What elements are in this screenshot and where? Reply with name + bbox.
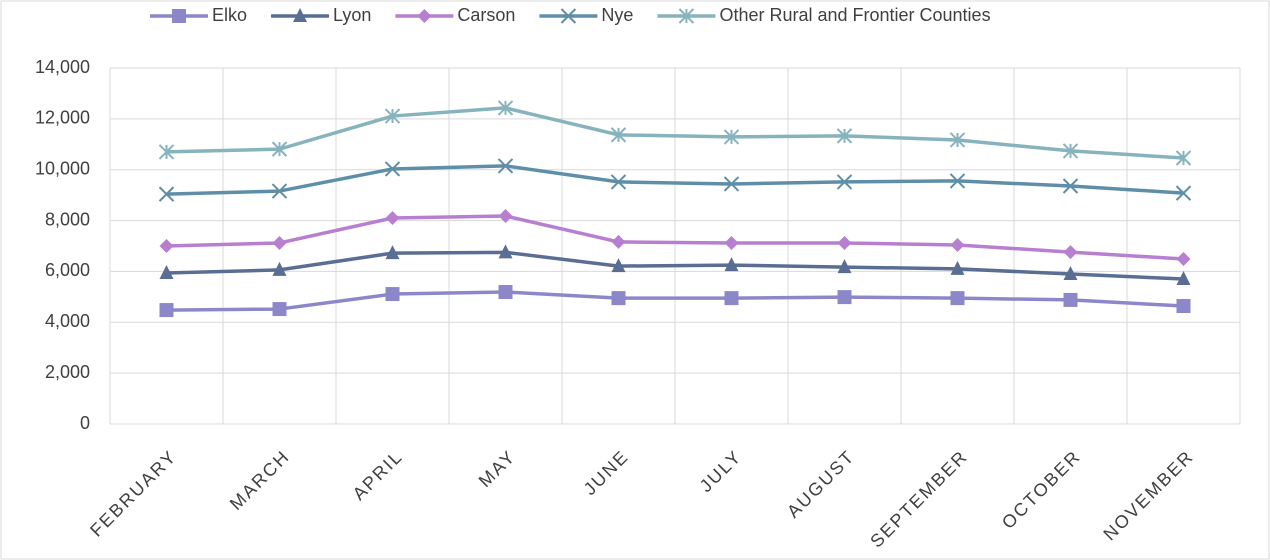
marker (611, 234, 626, 249)
marker (385, 211, 400, 226)
marker (1175, 150, 1192, 166)
marker (172, 9, 186, 23)
marker (272, 235, 287, 250)
marker (1063, 245, 1078, 260)
marker (272, 261, 287, 276)
marker (1175, 185, 1192, 201)
y-tick-label: 2,000 (45, 362, 90, 382)
marker (271, 141, 288, 157)
marker (560, 8, 577, 24)
marker (950, 237, 965, 252)
legend-label: Lyon (333, 5, 371, 25)
y-tick-label: 8,000 (45, 209, 90, 229)
marker (272, 302, 287, 317)
marker (950, 260, 965, 275)
marker (1063, 265, 1078, 280)
marker (384, 108, 401, 124)
y-tick-label: 0 (80, 413, 90, 433)
marker (950, 291, 965, 306)
marker (837, 235, 852, 250)
y-tick-label: 14,000 (35, 57, 90, 77)
marker (836, 174, 853, 190)
legend-label: Nye (601, 5, 633, 25)
y-tick-label: 10,000 (35, 158, 90, 178)
series-line (166, 290, 1184, 312)
marker (1063, 292, 1078, 307)
marker (724, 235, 739, 250)
marker (385, 287, 400, 302)
marker (1176, 271, 1191, 286)
marker (611, 291, 626, 306)
marker (723, 129, 740, 145)
marker (1176, 251, 1191, 266)
y-tick-label: 4,000 (45, 311, 90, 331)
legend-label: Other Rural and Frontier Counties (719, 5, 990, 25)
marker (610, 127, 627, 143)
marker (723, 176, 740, 192)
marker (293, 8, 308, 22)
series-line (166, 164, 1184, 196)
marker (498, 285, 513, 300)
marker (678, 8, 695, 24)
marker (384, 161, 401, 177)
marker (271, 183, 288, 199)
series-line (166, 250, 1184, 281)
series-line (166, 106, 1184, 160)
marker (498, 244, 513, 259)
marker (836, 128, 853, 144)
y-tick-label: 12,000 (35, 108, 90, 128)
marker (611, 258, 626, 273)
y-tick-label: 6,000 (45, 260, 90, 280)
marker (158, 186, 175, 202)
legend-label: Carson (457, 5, 515, 25)
marker (837, 290, 852, 305)
legend-label: Elko (212, 5, 247, 25)
marker (1176, 299, 1191, 314)
marker (1062, 178, 1079, 194)
marker (497, 100, 514, 116)
marker (949, 132, 966, 148)
marker (949, 173, 966, 189)
marker (159, 264, 174, 279)
marker (1062, 143, 1079, 159)
marker (159, 303, 174, 318)
marker (498, 208, 513, 223)
marker (724, 257, 739, 272)
marker (158, 144, 175, 160)
marker (417, 9, 432, 23)
series-line (166, 214, 1184, 261)
marker (497, 158, 514, 174)
marker (385, 245, 400, 260)
marker (610, 174, 627, 190)
marker (724, 291, 739, 306)
marker (159, 239, 174, 253)
marker (837, 259, 852, 274)
